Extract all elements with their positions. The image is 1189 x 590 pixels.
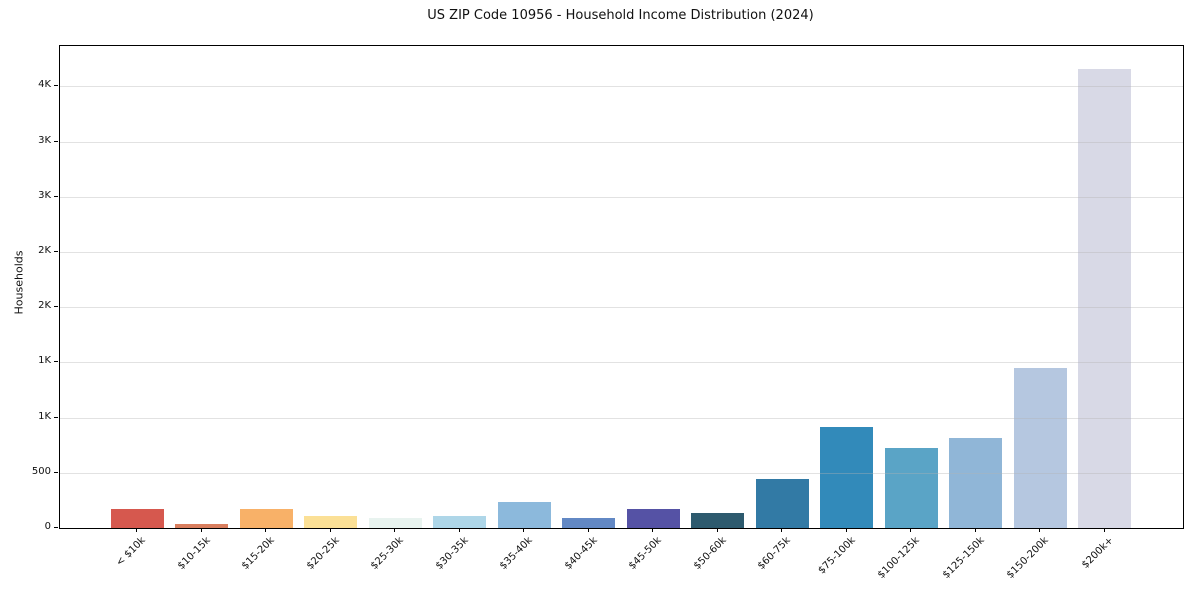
- y-tick-label: 0: [44, 521, 51, 532]
- plot-area: [59, 45, 1184, 529]
- bar-$20-25k: [304, 515, 357, 528]
- x-tick-label: $25-30k: [368, 535, 406, 572]
- y-tick-label: 1K: [38, 355, 51, 367]
- y-tick-mark: [54, 85, 58, 87]
- bar-$40-45k: [562, 517, 615, 528]
- y-tick-label: 500: [31, 465, 51, 477]
- bar-$35-40k: [497, 501, 551, 528]
- x-tick-mark: [587, 528, 589, 532]
- x-tick-label: $20-25k: [304, 535, 342, 572]
- gridline: [60, 417, 1183, 419]
- bar-$30-35k: [433, 515, 486, 528]
- x-tick-label: $10-15k: [175, 535, 213, 572]
- y-tick-mark: [54, 416, 58, 418]
- bar-$60-75k: [755, 479, 809, 528]
- x-tick-mark: [200, 528, 202, 532]
- y-tick-label: 1K: [38, 410, 51, 422]
- y-tick-mark: [54, 471, 58, 473]
- gridline: [60, 362, 1183, 364]
- y-tick-mark: [54, 250, 58, 252]
- x-tick-label: $50-60k: [691, 535, 729, 572]
- x-tick-label: $45-50k: [626, 535, 664, 572]
- x-tick-label: $15-20k: [239, 535, 277, 572]
- x-tick-mark: [523, 528, 524, 532]
- x-tick-mark: [136, 528, 137, 532]
- y-tick-mark: [54, 306, 58, 308]
- y-tick-label: 3K: [38, 134, 51, 146]
- bar-$200k+: [1078, 69, 1131, 528]
- x-tick-mark: [845, 528, 847, 532]
- x-tick-label: $200k+: [1079, 535, 1116, 571]
- x-tick-label: $75-100k: [815, 535, 858, 577]
- x-tick-mark: [781, 528, 782, 532]
- bar-$45-50k: [626, 508, 680, 528]
- x-tick-mark: [1039, 528, 1040, 532]
- y-tick-label: 3K: [38, 189, 51, 201]
- x-tick-label: $60-75k: [755, 535, 793, 572]
- bar-$25-30k: [368, 518, 422, 528]
- y-tick-label: 2K: [38, 300, 51, 312]
- x-tick-label: $125-150k: [940, 535, 987, 581]
- x-tick-mark: [458, 528, 460, 532]
- y-tick-mark: [54, 140, 58, 142]
- x-tick-mark: [974, 528, 976, 532]
- x-tick-mark: [652, 528, 653, 532]
- bar-$150-200k: [1013, 367, 1067, 528]
- gridline: [60, 251, 1183, 253]
- x-tick-label: $100-125k: [875, 535, 922, 581]
- x-tick-mark: [265, 528, 266, 532]
- gridline: [60, 196, 1183, 198]
- x-tick-mark: [1103, 528, 1105, 532]
- x-tick-mark: [716, 528, 718, 532]
- bar-$75-100k: [820, 426, 873, 528]
- gridline: [60, 86, 1183, 88]
- y-tick-label: 2K: [38, 244, 51, 256]
- gridline: [60, 472, 1183, 474]
- y-tick-label: 4K: [38, 79, 51, 91]
- bar-$10-15k: [175, 523, 228, 528]
- y-tick-mark: [54, 195, 58, 197]
- bar-< $10k: [110, 508, 164, 528]
- chart-title: US ZIP Code 10956 - Household Income Dis…: [427, 8, 814, 23]
- x-tick-label: $40-45k: [562, 535, 600, 572]
- bar-$15-20k: [239, 509, 293, 528]
- gridline: [60, 307, 1183, 309]
- x-tick-mark: [394, 528, 395, 532]
- y-tick-mark: [54, 361, 58, 363]
- x-tick-label: $150-200k: [1004, 535, 1051, 581]
- gridline: [60, 141, 1183, 143]
- bar-$50-60k: [691, 513, 744, 528]
- x-tick-mark: [910, 528, 911, 532]
- x-tick-label: $35-40k: [497, 535, 535, 572]
- x-tick-label: < $10k: [114, 535, 148, 569]
- y-tick-mark: [54, 527, 58, 528]
- x-tick-label: $30-35k: [433, 535, 471, 572]
- bar-$100-125k: [884, 447, 938, 528]
- x-tick-mark: [329, 528, 331, 532]
- bar-$125-150k: [949, 437, 1002, 528]
